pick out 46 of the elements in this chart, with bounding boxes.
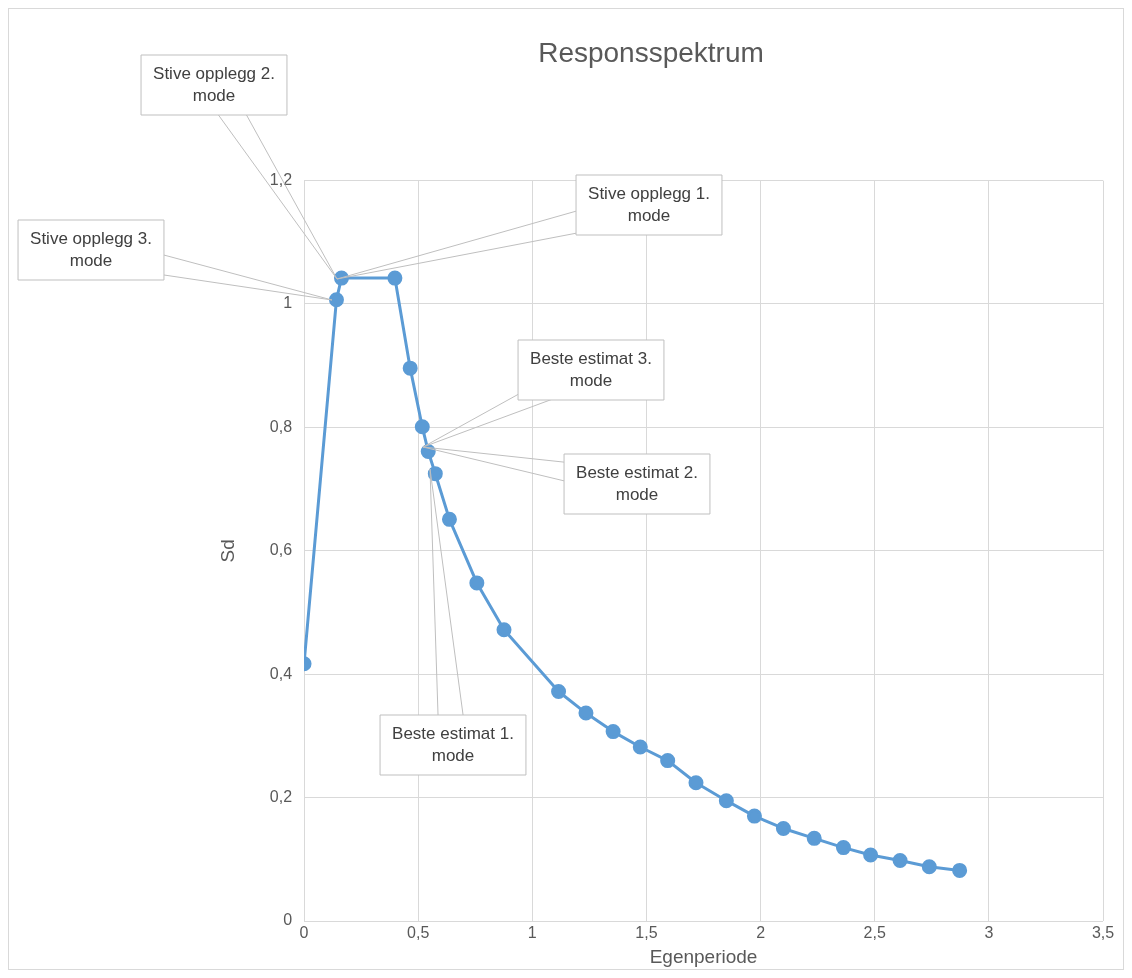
text: Stive opplegg 3. mode xyxy=(30,228,152,270)
point xyxy=(688,775,704,791)
y-tick-label: 0,4 xyxy=(269,664,293,682)
x-tick-label: 0,5 xyxy=(407,924,430,942)
point xyxy=(806,830,822,846)
y-tick-label: 0,6 xyxy=(269,541,293,559)
y-tick-label: 1,2 xyxy=(269,171,293,189)
point xyxy=(775,820,791,836)
annotation: Beste estimat 3. mode xyxy=(530,348,652,390)
point xyxy=(632,739,648,755)
point xyxy=(892,853,908,869)
point xyxy=(414,419,430,435)
x-tick-label: 0 xyxy=(299,924,309,942)
annotation: Beste estimat 2. mode xyxy=(576,462,698,504)
point xyxy=(551,683,567,699)
x-tick-label: 2,5 xyxy=(863,924,886,942)
text: Stive opplegg 2. mode xyxy=(153,63,275,105)
x-tick-label: 3 xyxy=(984,924,994,942)
x-tick-label: 1,5 xyxy=(635,924,658,942)
point xyxy=(441,511,457,527)
x-tick-label: 1 xyxy=(527,924,537,942)
y-tick-label: 0 xyxy=(283,911,293,929)
point xyxy=(328,292,344,308)
chart-title: Responsspektrum xyxy=(538,36,764,68)
point xyxy=(387,270,403,286)
point xyxy=(835,840,851,856)
point xyxy=(863,847,879,863)
point xyxy=(746,808,762,824)
point xyxy=(496,622,512,638)
y-tick-label: 0,2 xyxy=(269,788,293,806)
annotation: Stive opplegg 1. mode xyxy=(588,183,710,225)
x-tick-label: 2 xyxy=(756,924,766,942)
point xyxy=(660,753,676,769)
x-axis-title: Egenperiode xyxy=(649,945,758,967)
point xyxy=(952,862,968,878)
x-tick-label: 3,5 xyxy=(1091,924,1115,942)
point xyxy=(578,705,594,721)
point xyxy=(605,724,621,740)
point xyxy=(921,859,937,875)
point xyxy=(718,793,734,809)
point xyxy=(402,360,418,376)
annotation: Beste estimat 1. mode xyxy=(392,723,514,765)
y-axis-title: Sd xyxy=(216,539,238,563)
y-tick-label: 0,8 xyxy=(269,417,293,435)
y-tick-label: 1 xyxy=(283,294,293,312)
point xyxy=(469,575,485,591)
